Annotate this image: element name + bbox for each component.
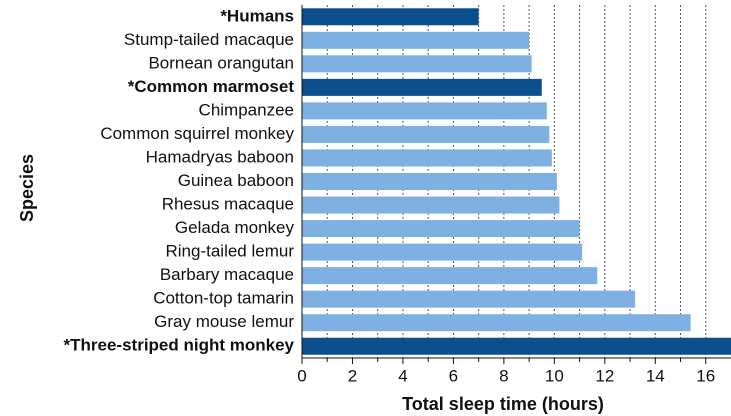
bar bbox=[302, 337, 731, 355]
y-tick-label: Cotton-top tamarin bbox=[153, 289, 294, 308]
bar bbox=[302, 267, 598, 285]
y-axis-title: Species bbox=[17, 154, 37, 222]
bar bbox=[302, 125, 550, 143]
x-tick-label: 10 bbox=[545, 366, 564, 385]
y-tick-label: Stump-tailed macaque bbox=[124, 30, 294, 49]
bar bbox=[302, 8, 479, 26]
y-tick-label: *Three-striped night monkey bbox=[64, 336, 295, 355]
bar bbox=[302, 173, 557, 190]
bar bbox=[302, 220, 580, 238]
y-tick-label: Barbary macaque bbox=[160, 265, 294, 284]
y-tick-label: *Common marmoset bbox=[128, 77, 295, 96]
x-tick-label: 16 bbox=[696, 366, 715, 385]
bar bbox=[302, 102, 547, 120]
y-tick-label: Hamadryas baboon bbox=[146, 147, 294, 166]
y-tick-label: Rhesus macaque bbox=[162, 195, 294, 214]
x-tick-label: 4 bbox=[398, 366, 407, 385]
y-tick-label: Bornean orangutan bbox=[148, 53, 294, 72]
x-tick-label: 2 bbox=[348, 366, 357, 385]
y-tick-label: Guinea baboon bbox=[178, 171, 294, 190]
x-tick-label: 14 bbox=[646, 366, 665, 385]
y-tick-label: Common squirrel monkey bbox=[100, 124, 294, 143]
y-tick-label: Ring-tailed lemur bbox=[166, 242, 295, 261]
bar bbox=[302, 243, 583, 261]
bar bbox=[302, 149, 552, 167]
y-tick-label: *Humans bbox=[220, 6, 294, 25]
bar bbox=[302, 55, 532, 73]
bar bbox=[302, 314, 691, 332]
y-tick-label: Gelada monkey bbox=[175, 218, 295, 237]
y-tick-label: Gray mouse lemur bbox=[154, 312, 294, 331]
y-tick-label: Chimpanzee bbox=[199, 100, 294, 119]
bar bbox=[302, 290, 636, 308]
x-tick-label: 12 bbox=[595, 366, 614, 385]
bar bbox=[302, 78, 542, 96]
x-tick-label: 0 bbox=[297, 366, 306, 385]
x-axis-title: Total sleep time (hours) bbox=[402, 394, 604, 414]
x-tick-label: 8 bbox=[499, 366, 508, 385]
x-tick-label: 6 bbox=[449, 366, 458, 385]
bar bbox=[302, 31, 530, 49]
bar bbox=[302, 196, 560, 214]
